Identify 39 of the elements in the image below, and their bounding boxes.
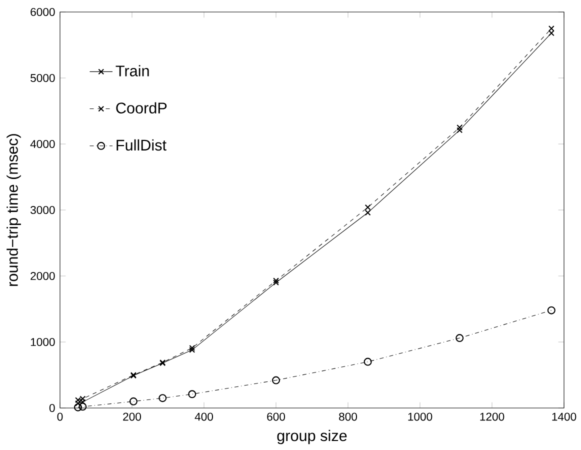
- x-tick-label: 0: [57, 412, 63, 421]
- point: [272, 376, 280, 384]
- point: [548, 30, 554, 36]
- point: [456, 127, 463, 134]
- y-tick-label: 0: [49, 404, 55, 412]
- point: [456, 124, 463, 130]
- point: [364, 204, 371, 210]
- x-tick-label: 200: [123, 412, 142, 421]
- point: [364, 358, 372, 366]
- point: [456, 334, 464, 342]
- point: [189, 344, 196, 351]
- point: [129, 397, 138, 406]
- x-axis-title: group size: [277, 430, 347, 444]
- y-tick-label: 2000: [30, 272, 55, 280]
- y-tick-label: 4000: [30, 140, 55, 148]
- point: [78, 402, 87, 411]
- legend-label: CoordP: [116, 102, 167, 114]
- x-tick-label: 800: [339, 412, 358, 421]
- y-axis-title: round−trip time (msec): [6, 134, 21, 286]
- point: [548, 26, 554, 32]
- y-tick-label: 1000: [30, 338, 55, 346]
- y-tick-label: 5000: [30, 74, 55, 82]
- legend-label: Train: [116, 65, 149, 76]
- y-tick-label: 3000: [30, 206, 55, 214]
- x-tick-label: 600: [267, 412, 286, 421]
- point: [189, 346, 196, 353]
- x-tick-label: 1200: [480, 412, 504, 421]
- point: [547, 306, 556, 314]
- point: [273, 278, 279, 284]
- point: [188, 390, 196, 398]
- point: [364, 210, 371, 216]
- y-tick-label: 6000: [30, 8, 55, 16]
- x-tick-label: 1000: [408, 412, 432, 421]
- legend-label: FullDist: [116, 139, 166, 151]
- point: [158, 394, 167, 402]
- x-tick-label: 1400: [552, 412, 576, 421]
- x-tick-label: 400: [194, 412, 214, 421]
- point: [273, 280, 279, 286]
- point: [74, 403, 82, 412]
